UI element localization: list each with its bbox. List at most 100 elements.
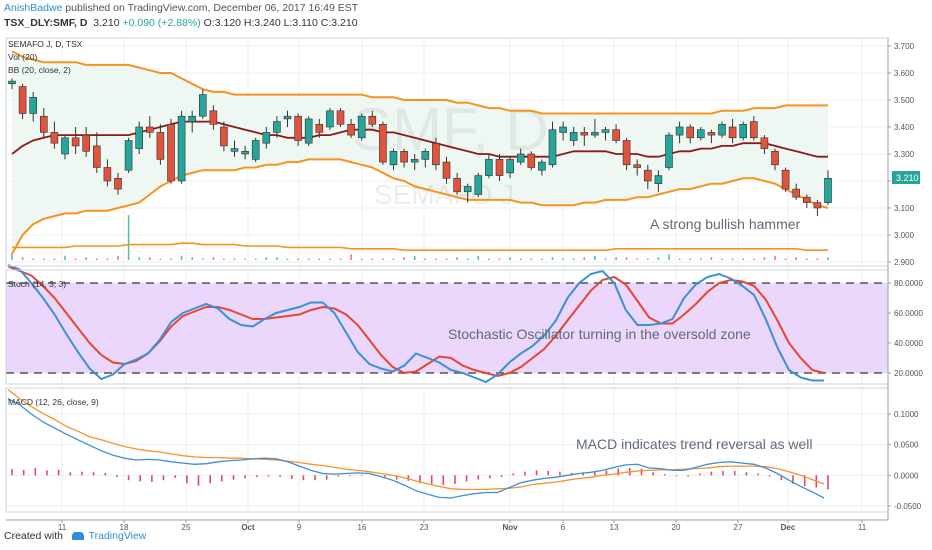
volume-label: Vol (20) (8, 52, 37, 62)
price-tick-label: 3.000 (894, 231, 915, 240)
macd-histogram-bar (104, 472, 107, 476)
volume-bar (753, 258, 755, 260)
candle-body (114, 178, 122, 190)
candle-body (442, 161, 451, 179)
macd-histogram-bar (430, 475, 433, 484)
candle-body (728, 126, 737, 139)
macd-histogram-bar (57, 469, 60, 476)
candle-body (29, 97, 38, 114)
volume-bars (11, 215, 829, 260)
price-tick-label: 0.0000 (894, 471, 919, 480)
candle-body (188, 115, 196, 122)
macd-histogram-bar (535, 470, 538, 476)
volume-bar (106, 258, 109, 260)
candle-body (654, 175, 663, 185)
candle-body (368, 115, 377, 125)
macd-histogram-bar (197, 475, 200, 486)
candle-body (39, 115, 48, 133)
candle-body (463, 186, 472, 193)
volume-bar (307, 258, 310, 260)
symbol-label: TSX_DLY:SMF, D (4, 17, 88, 29)
macd-histogram-bar (244, 475, 246, 479)
price-axes: 3.7003.6003.5003.4003.3003.2003.1003.000… (888, 42, 923, 511)
volume-bar (212, 257, 215, 260)
volume-bar (170, 258, 172, 260)
volume-bar (827, 257, 829, 260)
volume-bar (350, 254, 352, 260)
volume-bar (435, 258, 437, 260)
volume-bar (562, 258, 564, 260)
bollinger-fill (12, 51, 828, 254)
candle-body (61, 137, 69, 155)
macd-histogram-bar (745, 472, 748, 476)
volume-bar (382, 258, 384, 260)
candle-body (283, 115, 292, 120)
volume-bar (180, 255, 183, 260)
volume-bar (678, 258, 681, 260)
candle-body (357, 115, 366, 139)
price-tick-label: 80.0000 (894, 279, 923, 288)
macd-histogram-bar (395, 475, 398, 480)
volume-bar (700, 258, 702, 260)
volume-bar (392, 258, 395, 260)
macd-histogram-bar (127, 475, 130, 481)
volume-bar (647, 258, 649, 260)
publish-line: AnishBadwe published on TradingView.com,… (4, 2, 358, 14)
price-tick-label: 3.700 (894, 42, 915, 51)
price-tick-label: 2.900 (894, 258, 915, 267)
volume-bar (657, 257, 660, 260)
time-tick-label: 25 (182, 523, 191, 532)
macd-histogram-bar (465, 475, 468, 482)
time-tick-label: 23 (420, 523, 429, 532)
macd-histogram-bar (69, 472, 72, 476)
candle-body (432, 142, 440, 166)
macd-histogram-bar (757, 473, 759, 476)
author-link[interactable]: AnishBadwe (4, 2, 63, 14)
last-price-tag-text: 3.210 (896, 173, 919, 183)
time-tick-label: 20 (672, 523, 681, 532)
candle-body (643, 169, 652, 182)
tradingview-brand[interactable]: TradingView (88, 530, 147, 542)
candle-body (156, 132, 165, 160)
macd-histogram-bar (792, 475, 794, 484)
price-tick-label: -0.0500 (894, 502, 922, 511)
volume-bar (286, 258, 289, 260)
macd-histogram-bar (442, 475, 445, 486)
candle-body (71, 137, 80, 147)
macd-histogram-bar (559, 471, 561, 476)
time-tick-label: 27 (734, 523, 743, 532)
candle-body (622, 140, 631, 166)
annotation-macd: MACD indicates trend reversal as well (576, 436, 813, 452)
symbol-line: TSX_DLY:SMF, D 3.210 +0.090 (+2.88%) O:3… (4, 17, 358, 29)
volume-bar (329, 258, 331, 260)
macd-histogram-bar (279, 475, 281, 478)
published-text: published on TradingView.com, December 0… (65, 2, 359, 14)
macd-histogram-bar (605, 470, 608, 476)
volume-bar (318, 258, 321, 260)
time-tick-label: 13 (610, 523, 619, 532)
candle-body (633, 164, 642, 168)
candle-body (251, 140, 260, 160)
volume-bar (64, 255, 66, 260)
volume-bar (456, 257, 458, 260)
volume-bar (85, 257, 87, 260)
volume-bar (594, 255, 596, 260)
macd-line (7, 398, 825, 499)
candle-body (336, 110, 345, 125)
candle-body (559, 126, 567, 133)
footer: Created with TradingView (4, 530, 146, 542)
volume-bar (276, 257, 278, 260)
candle-body (739, 124, 748, 139)
macd-histogram-bar (92, 472, 95, 476)
candle-body (474, 175, 483, 195)
ohlc-readout: O:3.120 H:3.240 L:3.110 C:3.210 (203, 17, 358, 29)
volume-bar (721, 258, 723, 260)
macd-histogram-bar (46, 470, 48, 476)
chart-header: AnishBadwe published on TradingView.com,… (0, 0, 932, 36)
price-tick-label: 60.0000 (894, 309, 923, 318)
volume-bar (445, 258, 448, 260)
candle-body (707, 132, 716, 136)
price-tick-label: 0.0500 (894, 441, 919, 450)
macd-histogram-bar (733, 471, 736, 476)
